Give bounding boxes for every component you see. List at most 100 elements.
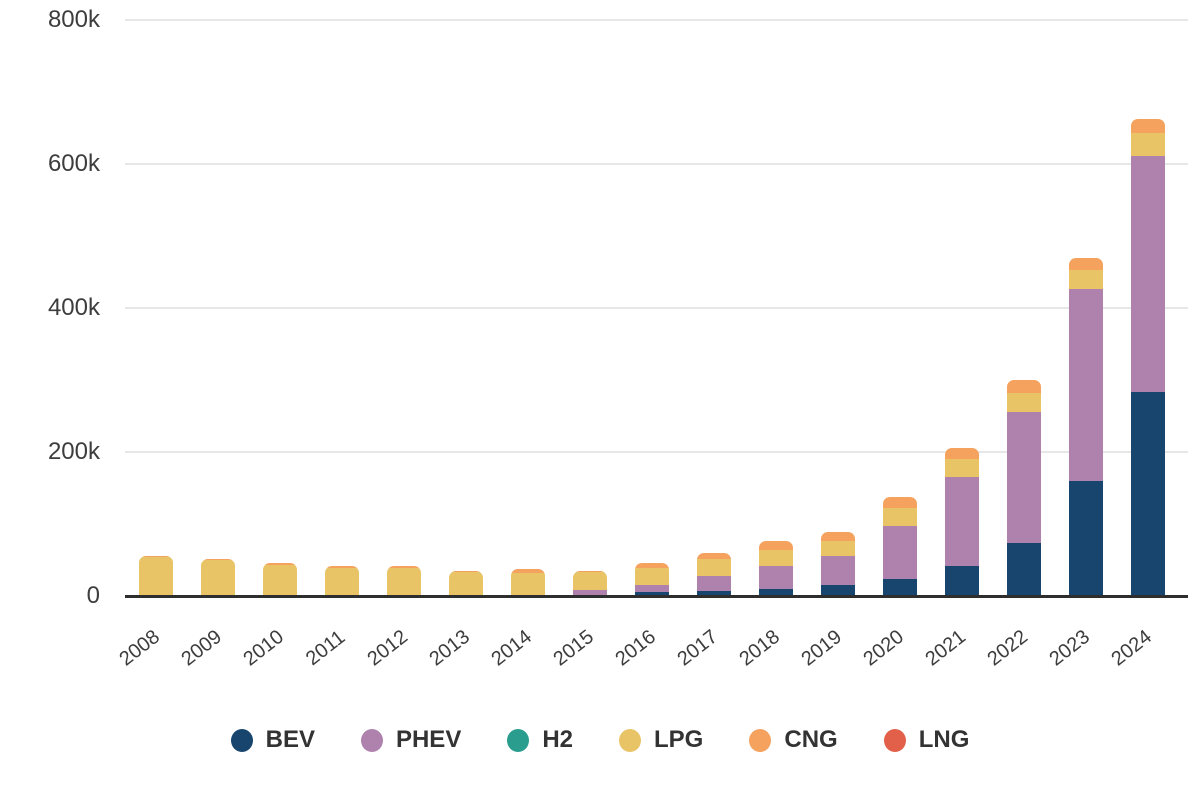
bar-segment-2017-LPG[interactable] xyxy=(697,559,731,576)
legend-dot-BEV xyxy=(230,728,253,752)
x-axis-tick-label-2024: 2024 xyxy=(1107,625,1156,671)
bar-segment-2008-LPG[interactable] xyxy=(139,557,173,596)
bar-segment-2016-PHEV[interactable] xyxy=(635,585,669,593)
bar-segment-2017-CNG[interactable] xyxy=(697,552,731,560)
bar-segment-2019-LPG[interactable] xyxy=(821,541,855,556)
bar-2011[interactable] xyxy=(325,566,359,596)
bar-2023[interactable] xyxy=(1069,257,1103,596)
bar-segment-2016-CNG[interactable] xyxy=(635,562,669,568)
bar-2017[interactable] xyxy=(697,552,731,596)
bar-segment-2020-CNG[interactable] xyxy=(883,497,917,509)
legend-dot-LPG xyxy=(619,728,642,752)
bar-segment-2021-PHEV[interactable] xyxy=(945,477,979,566)
bar-2020[interactable] xyxy=(883,497,917,596)
bar-segment-2015-LPG[interactable] xyxy=(573,572,607,591)
bar-2018[interactable] xyxy=(759,541,793,596)
x-axis-tick-label-2016: 2016 xyxy=(611,625,660,671)
bar-segment-2011-LPG[interactable] xyxy=(325,567,359,596)
bar-segment-2014-LPG[interactable] xyxy=(511,572,545,596)
legend-label: CNG xyxy=(784,726,838,753)
bar-segment-2013-CNG[interactable] xyxy=(449,570,483,573)
x-axis-tick-label-2010: 2010 xyxy=(239,625,288,671)
legend-item-LNG[interactable]: LNG xyxy=(883,726,970,754)
bar-segment-2023-BEV[interactable] xyxy=(1069,480,1103,596)
bar-segment-2012-CNG[interactable] xyxy=(387,566,421,568)
bar-segment-2024-CNG[interactable] xyxy=(1131,119,1165,134)
bar-segment-2008-CNG[interactable] xyxy=(139,555,173,558)
bar-2009[interactable] xyxy=(201,558,235,596)
bar-segment-2022-BEV[interactable] xyxy=(1007,542,1041,596)
bar-segment-2020-PHEV[interactable] xyxy=(883,526,917,580)
bar-segment-2022-LPG[interactable] xyxy=(1007,392,1041,412)
x-axis-line xyxy=(125,594,1188,598)
bar-segment-2015-PHEV[interactable] xyxy=(573,590,607,596)
bar-2024[interactable] xyxy=(1131,119,1165,596)
bar-2019[interactable] xyxy=(821,531,855,596)
legend-item-LPG[interactable]: LPG xyxy=(619,726,703,754)
y-axis-tick-label: 0 xyxy=(86,582,100,609)
legend-label: PHEV xyxy=(395,726,462,753)
bar-segment-2010-LPG[interactable] xyxy=(263,565,297,596)
bar-segment-2022-PHEV[interactable] xyxy=(1007,411,1041,543)
x-axis-tick-label-2009: 2009 xyxy=(177,625,226,671)
legend-item-PHEV[interactable]: PHEV xyxy=(360,726,462,754)
bar-segment-2016-LPG[interactable] xyxy=(635,567,669,586)
legend-label: LNG xyxy=(918,726,970,753)
bar-segment-2018-BEV[interactable] xyxy=(759,588,793,596)
bar-segment-2019-PHEV[interactable] xyxy=(821,555,855,586)
bar-2014[interactable] xyxy=(511,569,545,596)
bar-2010[interactable] xyxy=(263,562,297,596)
legend-dot-CNG xyxy=(749,728,772,752)
bar-segment-2021-BEV[interactable] xyxy=(945,565,979,596)
bar-segment-2023-CNG[interactable] xyxy=(1069,257,1103,270)
gridline-800k xyxy=(125,19,1188,21)
bar-segment-2018-LPG[interactable] xyxy=(759,549,793,567)
bar-segment-2023-PHEV[interactable] xyxy=(1069,288,1103,481)
legend-item-BEV[interactable]: BEV xyxy=(230,726,315,754)
bar-segment-2021-LPG[interactable] xyxy=(945,459,979,478)
bar-2013[interactable] xyxy=(449,570,483,596)
bar-segment-2024-PHEV[interactable] xyxy=(1131,156,1165,393)
bar-2015[interactable] xyxy=(573,570,607,596)
bar-segment-2009-LPG[interactable] xyxy=(201,559,235,596)
bar-segment-2024-BEV[interactable] xyxy=(1131,392,1165,596)
bar-segment-2010-CNG[interactable] xyxy=(263,562,297,566)
bar-segment-2018-CNG[interactable] xyxy=(759,541,793,550)
y-axis-tick-label: 600k xyxy=(47,150,100,177)
bar-segment-2014-CNG[interactable] xyxy=(511,569,545,573)
bar-2008[interactable] xyxy=(139,555,173,596)
bar-2022[interactable] xyxy=(1007,380,1041,596)
legend-dot-LNG xyxy=(883,728,906,752)
bar-segment-2017-BEV[interactable] xyxy=(697,590,731,596)
legend-dot-PHEV xyxy=(360,728,383,752)
bar-2021[interactable] xyxy=(945,447,979,596)
bar-segment-2013-LPG[interactable] xyxy=(449,572,483,596)
bar-segment-2018-PHEV[interactable] xyxy=(759,566,793,589)
x-axis-tick-label-2008: 2008 xyxy=(115,625,164,671)
bar-2012[interactable] xyxy=(387,566,421,596)
bar-segment-2009-CNG[interactable] xyxy=(201,558,235,560)
gridline-400k xyxy=(125,307,1188,309)
legend-label: H2 xyxy=(542,726,574,753)
bar-segment-2023-LPG[interactable] xyxy=(1069,269,1103,289)
bar-segment-2022-CNG[interactable] xyxy=(1007,380,1041,393)
bar-segment-2017-PHEV[interactable] xyxy=(697,575,731,591)
bar-segment-2021-CNG[interactable] xyxy=(945,447,979,460)
bar-segment-2012-LPG[interactable] xyxy=(387,567,421,596)
bar-segment-2020-LPG[interactable] xyxy=(883,508,917,527)
legend-dot-H2 xyxy=(507,728,530,752)
bar-segment-2020-BEV[interactable] xyxy=(883,579,917,596)
x-axis-tick-label-2023: 2023 xyxy=(1045,625,1094,671)
legend-item-H2[interactable]: H2 xyxy=(507,726,573,754)
bar-segment-2019-BEV[interactable] xyxy=(821,585,855,596)
x-axis-tick-label-2022: 2022 xyxy=(983,625,1032,671)
bar-segment-2011-CNG[interactable] xyxy=(325,566,359,568)
bar-segment-2024-LPG[interactable] xyxy=(1131,133,1165,157)
bar-segment-2015-CNG[interactable] xyxy=(573,570,607,573)
bar-segment-2016-BEV[interactable] xyxy=(635,592,669,596)
gridline-200k xyxy=(125,451,1188,453)
legend-item-CNG[interactable]: CNG xyxy=(749,726,838,754)
bar-segment-2019-CNG[interactable] xyxy=(821,531,855,542)
bar-2016[interactable] xyxy=(635,562,669,596)
